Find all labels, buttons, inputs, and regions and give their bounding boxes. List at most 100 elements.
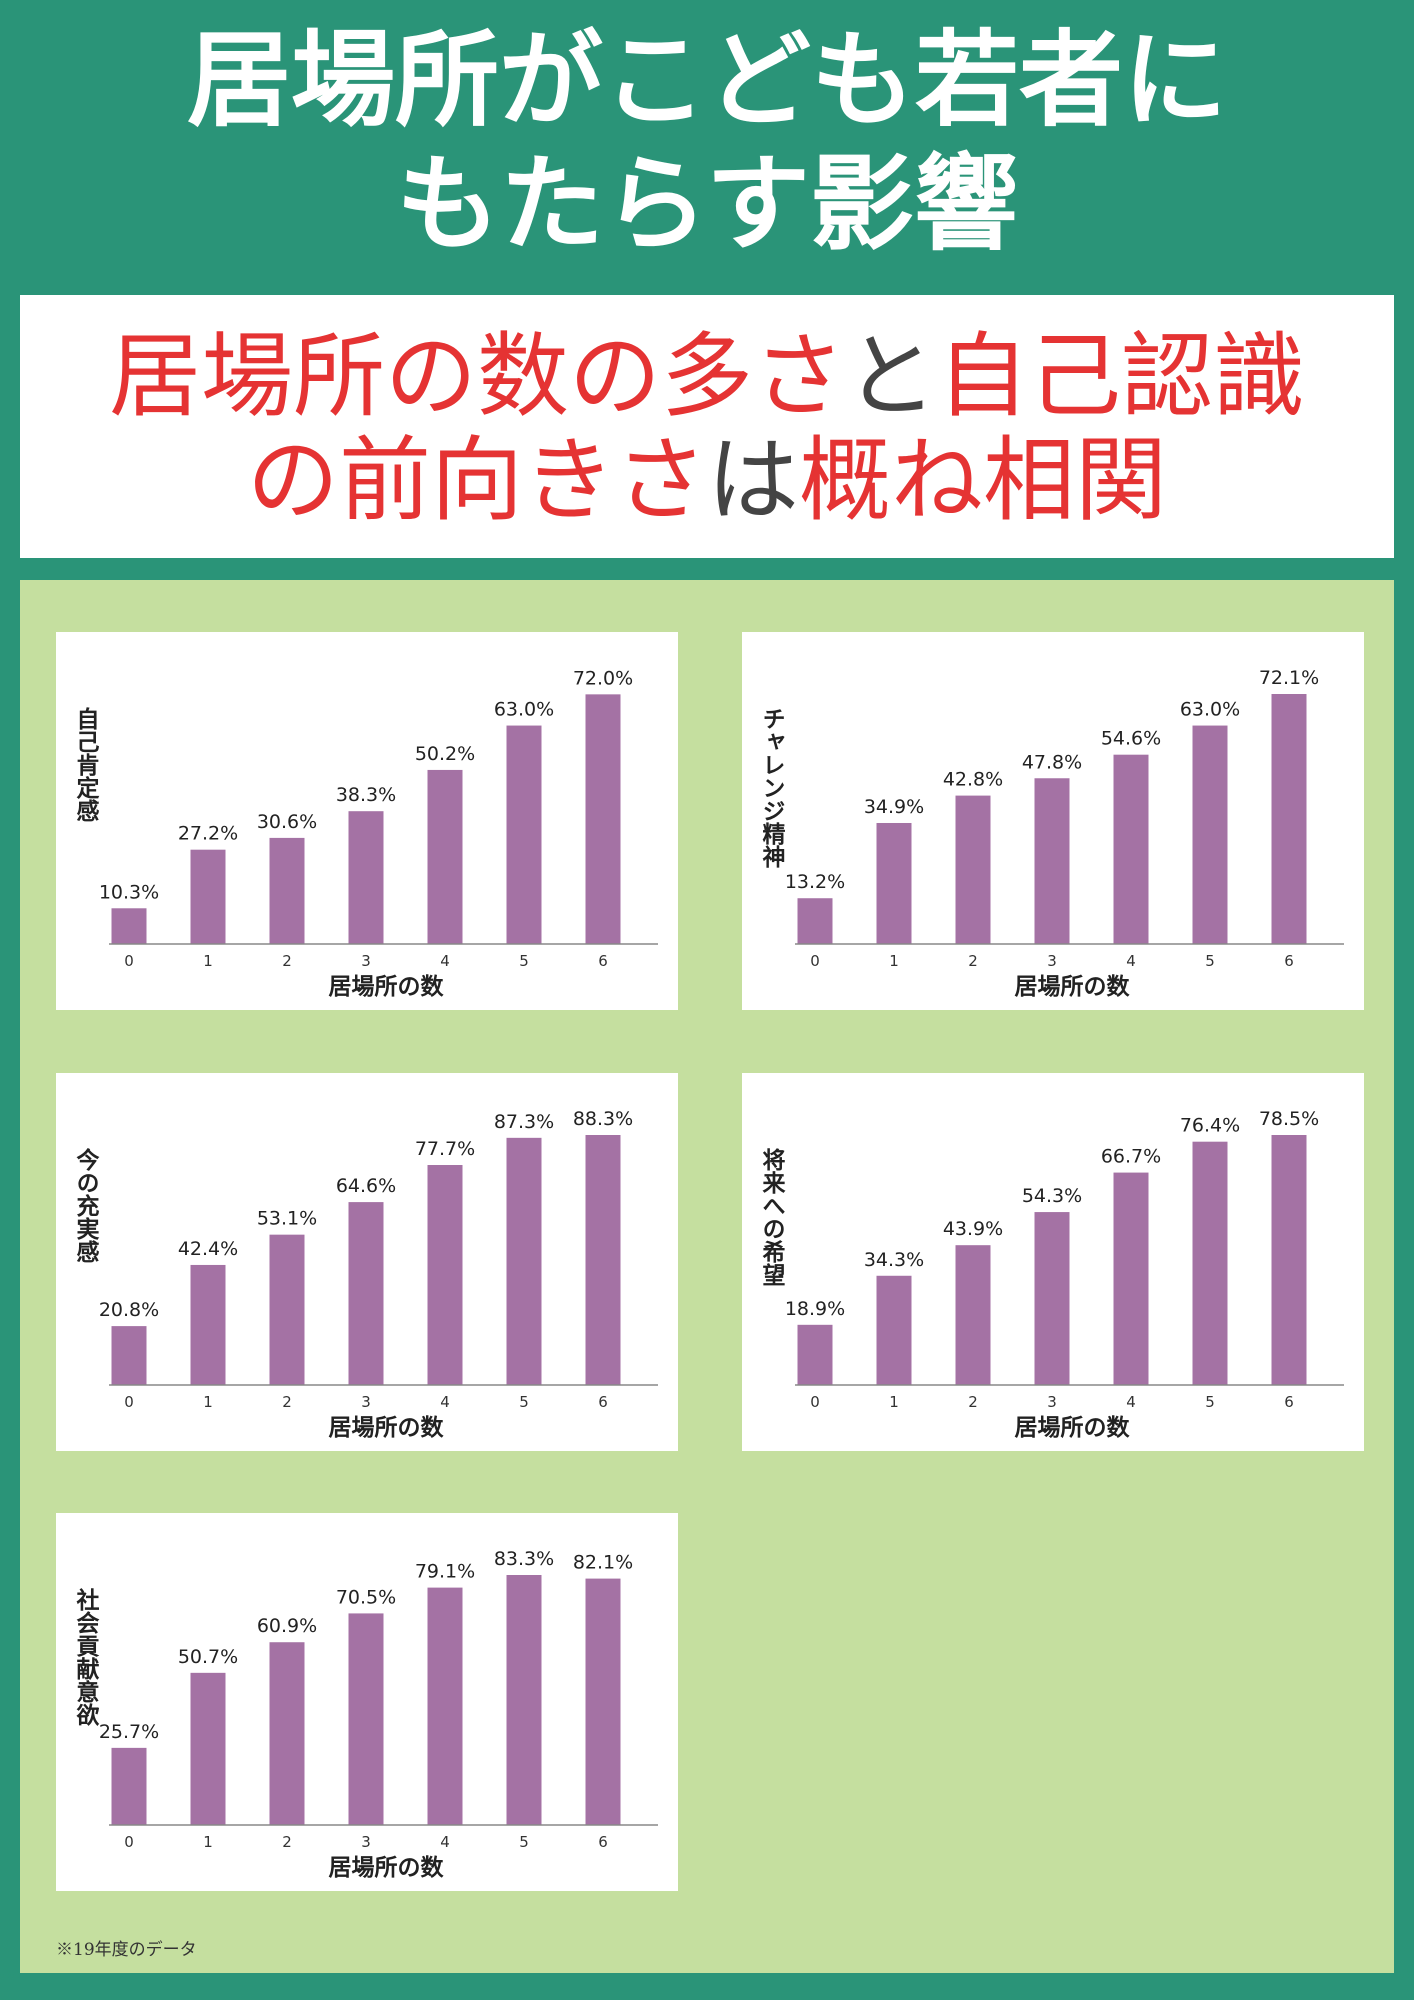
- bar: [190, 849, 226, 944]
- x-tick-label: 0: [124, 952, 134, 970]
- x-tick-label: 1: [889, 1393, 899, 1411]
- subtitle-line-2: の前向きさは概ね相関: [20, 429, 1394, 533]
- bar: [269, 1642, 305, 1825]
- x-tick-label: 6: [598, 1393, 608, 1411]
- bar: [955, 795, 991, 944]
- bar: [797, 898, 833, 944]
- data-label: 88.3%: [573, 1108, 633, 1130]
- data-label: 30.6%: [257, 811, 317, 833]
- chart-card-fulfillment: 20.8% 0 42.4% 1 53.1% 2 64.6% 3 77.7% 4 87.3% 5 88.3…: [56, 1073, 678, 1451]
- data-label: 53.1%: [257, 1208, 317, 1230]
- data-label: 63.0%: [494, 699, 554, 721]
- data-label: 64.6%: [336, 1175, 396, 1197]
- bar: [111, 1326, 147, 1385]
- bar: [348, 1613, 384, 1825]
- x-tick-label: 3: [361, 952, 371, 970]
- data-label: 72.0%: [573, 667, 633, 689]
- bar: [955, 1245, 991, 1385]
- x-tick-label: 2: [968, 952, 978, 970]
- chart-card-challenge: 13.2% 0 34.9% 1 42.8% 2 47.8% 3 54.6% 4 63.0% 5 72.1…: [742, 632, 1364, 1010]
- y-axis-label: チャレンジ精神: [758, 707, 786, 868]
- x-tick-label: 1: [889, 952, 899, 970]
- bar: [1192, 1141, 1228, 1385]
- x-axis-label: 居場所の数: [329, 1855, 445, 1881]
- footnote: ※19年度のデータ: [56, 1940, 197, 1960]
- x-tick-label: 4: [1126, 1393, 1136, 1411]
- x-axis-label: 居場所の数: [1015, 974, 1131, 1000]
- subtitle-segment: は: [706, 427, 799, 534]
- x-tick-label: 0: [124, 1833, 134, 1851]
- data-label: 27.2%: [178, 823, 238, 845]
- data-label: 47.8%: [1022, 751, 1082, 773]
- data-label: 13.2%: [785, 871, 845, 893]
- x-tick-label: 5: [519, 1833, 529, 1851]
- bar: [427, 1587, 463, 1825]
- x-tick-label: 3: [361, 1393, 371, 1411]
- subtitle-box: 居場所の数の多さと自己認識 の前向きさは概ね相関: [20, 295, 1394, 558]
- x-tick-label: 1: [203, 1833, 213, 1851]
- x-tick-label: 6: [598, 952, 608, 970]
- x-tick-label: 3: [1047, 952, 1057, 970]
- data-label: 82.1%: [573, 1552, 633, 1574]
- data-label: 25.7%: [99, 1721, 159, 1743]
- bar: [585, 694, 621, 944]
- data-label: 77.7%: [415, 1138, 475, 1160]
- page-title-line-2: もたらす影響: [396, 143, 1018, 265]
- subtitle-segment: 自己認識: [937, 323, 1306, 430]
- y-axis-label: 自己肯定感: [72, 706, 100, 822]
- x-tick-label: 4: [1126, 952, 1136, 970]
- subtitle: 居場所の数の多さと自己認識 の前向きさは概ね相関: [20, 295, 1394, 533]
- subtitle-segment: と: [844, 323, 937, 430]
- bar: [111, 908, 147, 944]
- data-label: 42.4%: [178, 1238, 238, 1260]
- data-label: 34.9%: [864, 796, 924, 818]
- chart-social-contribution: 25.7% 0 50.7% 1 60.9% 2 70.5% 3 79.1% 4 83.3% 5 82.1…: [72, 1548, 658, 1881]
- bar: [269, 1234, 305, 1385]
- x-tick-label: 5: [1205, 952, 1215, 970]
- y-axis-label: 将来への希望: [758, 1148, 786, 1286]
- data-label: 70.5%: [336, 1586, 396, 1608]
- subtitle-segment: 概ね相関: [799, 427, 1168, 534]
- chart-card-social-contribution: 25.7% 0 50.7% 1 60.9% 2 70.5% 3 79.1% 4 83.3% 5 82.1…: [56, 1513, 678, 1891]
- data-label: 38.3%: [336, 784, 396, 806]
- data-label: 76.4%: [1180, 1115, 1240, 1137]
- x-tick-label: 2: [282, 952, 292, 970]
- x-tick-label: 0: [124, 1393, 134, 1411]
- bar: [427, 769, 463, 944]
- bar: [111, 1747, 147, 1825]
- chart-hope: 18.9% 0 34.3% 1 43.9% 2 54.3% 3 66.7% 4 76.4% 5 78.5…: [758, 1108, 1344, 1441]
- bar: [190, 1264, 226, 1385]
- x-tick-label: 1: [203, 1393, 213, 1411]
- data-label: 60.9%: [257, 1615, 317, 1637]
- data-label: 10.3%: [99, 881, 159, 903]
- bar: [876, 822, 912, 944]
- bar: [1113, 1172, 1149, 1385]
- bar: [797, 1324, 833, 1385]
- x-tick-label: 0: [810, 952, 820, 970]
- bar: [1271, 1135, 1307, 1385]
- bar: [348, 811, 384, 944]
- bar: [1113, 754, 1149, 944]
- data-label: 78.5%: [1259, 1108, 1319, 1130]
- y-axis-label: 社会貢献意欲: [72, 1587, 101, 1727]
- x-tick-label: 2: [282, 1833, 292, 1851]
- data-label: 18.9%: [785, 1298, 845, 1320]
- data-label: 54.6%: [1101, 728, 1161, 750]
- bar: [506, 1575, 542, 1825]
- x-tick-label: 5: [519, 952, 529, 970]
- x-tick-label: 2: [968, 1393, 978, 1411]
- data-label: 20.8%: [99, 1299, 159, 1321]
- chart-fulfillment: 20.8% 0 42.4% 1 53.1% 2 64.6% 3 77.7% 4 87.3% 5 88.3…: [72, 1108, 658, 1441]
- subtitle-segment: 居場所の数の多さ: [108, 323, 845, 430]
- data-label: 87.3%: [494, 1111, 554, 1133]
- page-title-line-1: 居場所がこども若者に: [186, 19, 1227, 141]
- bar: [585, 1578, 621, 1825]
- x-tick-label: 3: [1047, 1393, 1057, 1411]
- bar: [585, 1135, 621, 1385]
- x-tick-label: 0: [810, 1393, 820, 1411]
- data-label: 50.2%: [415, 743, 475, 765]
- data-label: 50.7%: [178, 1646, 238, 1668]
- bar: [348, 1202, 384, 1385]
- x-tick-label: 6: [1284, 1393, 1294, 1411]
- data-label: 83.3%: [494, 1548, 554, 1570]
